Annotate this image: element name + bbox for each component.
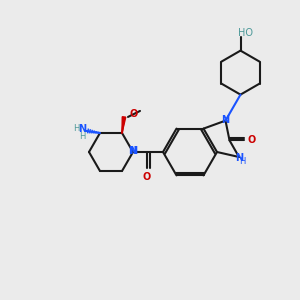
Text: H: H	[73, 124, 79, 134]
Text: O: O	[248, 135, 256, 145]
Polygon shape	[122, 117, 126, 133]
Text: N: N	[128, 146, 136, 156]
Text: N: N	[78, 124, 86, 134]
Text: N: N	[221, 115, 230, 124]
Text: H: H	[239, 158, 245, 166]
Text: H: H	[79, 132, 85, 141]
Text: N: N	[129, 146, 137, 156]
Text: N: N	[235, 153, 243, 163]
Text: HO: HO	[238, 28, 253, 38]
Text: O: O	[130, 109, 138, 119]
Text: O: O	[143, 172, 151, 182]
